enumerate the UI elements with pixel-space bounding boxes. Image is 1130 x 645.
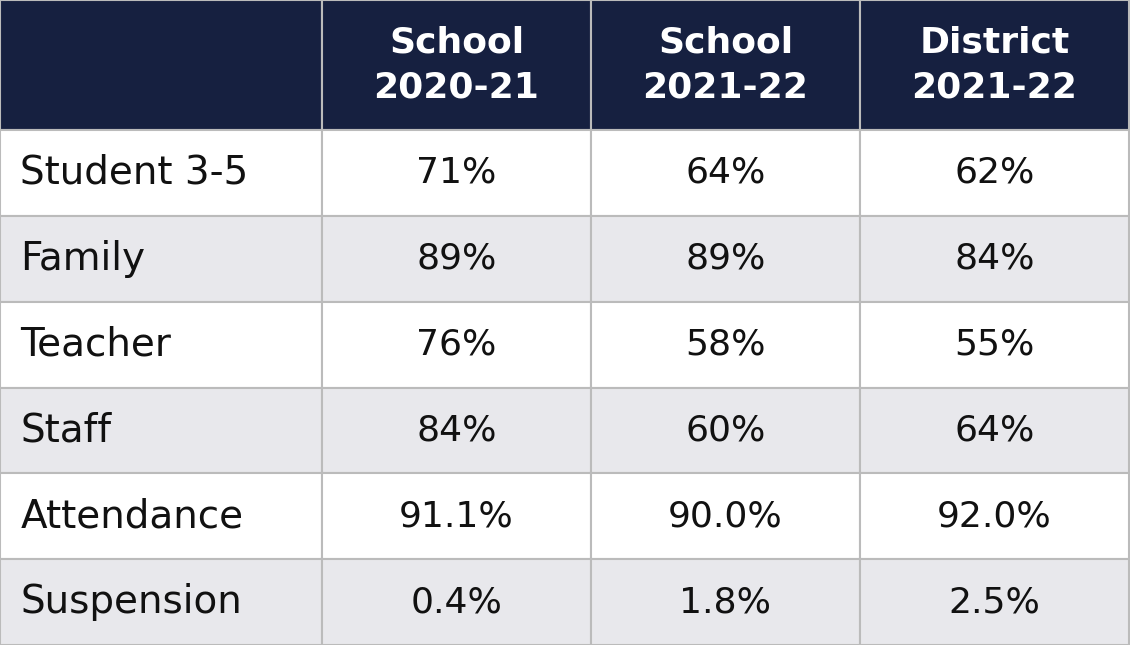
Text: 55%: 55% xyxy=(954,328,1035,362)
Text: 89%: 89% xyxy=(416,242,497,276)
Bar xyxy=(0,216,322,302)
Text: 84%: 84% xyxy=(416,413,497,448)
Bar xyxy=(591,559,860,645)
Bar xyxy=(0,302,322,388)
Bar xyxy=(591,388,860,473)
Text: 64%: 64% xyxy=(954,413,1035,448)
Bar xyxy=(322,216,591,302)
Text: 2021-22: 2021-22 xyxy=(912,70,1077,104)
Text: 90.0%: 90.0% xyxy=(668,499,783,533)
Text: 71%: 71% xyxy=(416,156,497,190)
Bar xyxy=(0,130,322,216)
Text: 76%: 76% xyxy=(416,328,497,362)
Bar xyxy=(860,388,1129,473)
Text: Teacher: Teacher xyxy=(20,326,172,364)
Bar xyxy=(322,559,591,645)
Text: School: School xyxy=(389,26,524,60)
Text: 60%: 60% xyxy=(685,413,766,448)
Bar xyxy=(591,216,860,302)
Bar xyxy=(860,216,1129,302)
Text: 2021-22: 2021-22 xyxy=(643,70,808,104)
Text: Attendance: Attendance xyxy=(20,497,243,535)
Text: 92.0%: 92.0% xyxy=(937,499,1052,533)
Bar xyxy=(860,473,1129,559)
Text: 58%: 58% xyxy=(685,328,766,362)
Bar xyxy=(322,388,591,473)
Text: 1.8%: 1.8% xyxy=(679,585,772,619)
Bar xyxy=(0,0,322,130)
Text: Family: Family xyxy=(20,240,146,278)
Bar xyxy=(860,559,1129,645)
Text: 84%: 84% xyxy=(954,242,1035,276)
Bar xyxy=(0,473,322,559)
Text: Suspension: Suspension xyxy=(20,583,242,621)
Bar xyxy=(860,130,1129,216)
Bar xyxy=(322,0,591,130)
Bar xyxy=(322,473,591,559)
Text: School: School xyxy=(658,26,793,60)
Bar xyxy=(591,0,860,130)
Text: District: District xyxy=(920,26,1069,60)
Text: 0.4%: 0.4% xyxy=(410,585,503,619)
Bar xyxy=(591,473,860,559)
Text: 62%: 62% xyxy=(954,156,1035,190)
Text: 2.5%: 2.5% xyxy=(948,585,1041,619)
Text: 89%: 89% xyxy=(685,242,766,276)
Bar xyxy=(591,130,860,216)
Bar xyxy=(860,0,1129,130)
Text: Staff: Staff xyxy=(20,412,112,450)
Bar xyxy=(322,130,591,216)
Bar xyxy=(591,302,860,388)
Text: 64%: 64% xyxy=(685,156,766,190)
Text: Student 3-5: Student 3-5 xyxy=(20,154,249,192)
Bar xyxy=(0,559,322,645)
Text: 91.1%: 91.1% xyxy=(399,499,514,533)
Bar xyxy=(860,302,1129,388)
Text: 2020-21: 2020-21 xyxy=(374,70,539,104)
Bar xyxy=(0,388,322,473)
Bar xyxy=(322,302,591,388)
